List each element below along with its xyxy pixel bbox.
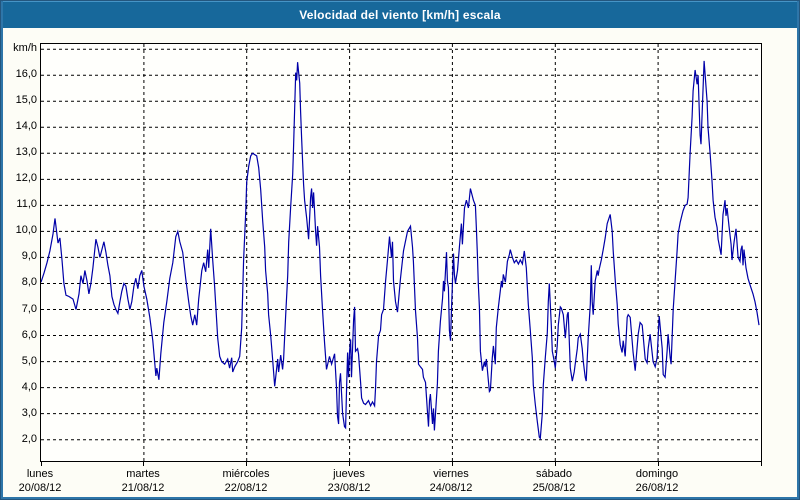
x-axis-day-name: miércoles (222, 468, 270, 480)
plot-area (40, 43, 762, 462)
x-axis-day-name: lunes (26, 468, 54, 480)
y-axis-tick-label: 7,0 (21, 303, 37, 315)
y-axis-tick-label: 8,0 (21, 276, 37, 288)
x-axis-day-name: jueves (333, 468, 365, 480)
x-axis-day-label: martes 21/08/12 (98, 467, 188, 495)
x-axis-tick (246, 462, 247, 466)
wind-speed-line-chart (41, 44, 761, 461)
y-axis-tick-label: 3,0 (21, 407, 37, 419)
y-axis-tick-label: 11,0 (16, 198, 37, 210)
y-axis-tick-label: 14,0 (15, 120, 37, 132)
x-axis-day-label: jueves 23/08/12 (304, 467, 394, 495)
x-axis-day-label: viernes 24/08/12 (406, 467, 496, 495)
x-axis-date: 23/08/12 (327, 482, 371, 494)
y-axis-tick-label: 10,0 (15, 224, 37, 236)
x-axis-day-label: sábado 25/08/12 (509, 467, 599, 495)
y-axis-tick-label: 16,0 (15, 68, 37, 80)
x-axis-day-name: viernes (433, 468, 469, 480)
x-axis-tick (143, 462, 144, 466)
y-axis-tick-label: 6,0 (21, 329, 37, 341)
y-axis-tick-label: 2,0 (21, 433, 37, 445)
x-axis-date: 26/08/12 (635, 482, 679, 494)
titlebar: Velocidad del viento [km/h] escala (1, 1, 799, 28)
window-title: Velocidad del viento [km/h] escala (299, 8, 501, 22)
y-axis-unit-label: km/h (13, 42, 37, 54)
x-axis-day-label: lunes 20/08/12 (0, 467, 85, 495)
x-axis-tick (349, 462, 350, 466)
y-axis-tick-label: 15,0 (15, 94, 37, 106)
x-axis-day-label: domingo 26/08/12 (612, 467, 702, 495)
x-axis-tick (658, 462, 659, 466)
x-axis-tick (41, 462, 42, 466)
x-axis-date: 21/08/12 (121, 482, 165, 494)
x-axis-tick (555, 462, 556, 466)
y-axis-tick-label: 5,0 (21, 355, 37, 367)
x-axis-date: 24/08/12 (429, 482, 473, 494)
y-axis-tick-label: 4,0 (21, 381, 37, 393)
y-axis-tick-label: 12,0 (15, 172, 37, 184)
x-axis-tick (761, 462, 762, 466)
y-axis-tick-label: 9,0 (21, 250, 37, 262)
x-axis-day-label: miércoles 22/08/12 (201, 467, 291, 495)
y-axis-tick-label: 13,0 (15, 146, 37, 158)
x-axis-date: 20/08/12 (18, 482, 62, 494)
x-axis-day-name: martes (126, 468, 160, 480)
x-axis-date: 22/08/12 (224, 482, 268, 494)
x-axis-tick (452, 462, 453, 466)
x-axis-day-name: sábado (535, 468, 573, 480)
x-axis-day-name: domingo (635, 468, 679, 480)
wind-speed-series-line (41, 60, 760, 440)
x-axis-date: 25/08/12 (532, 482, 576, 494)
